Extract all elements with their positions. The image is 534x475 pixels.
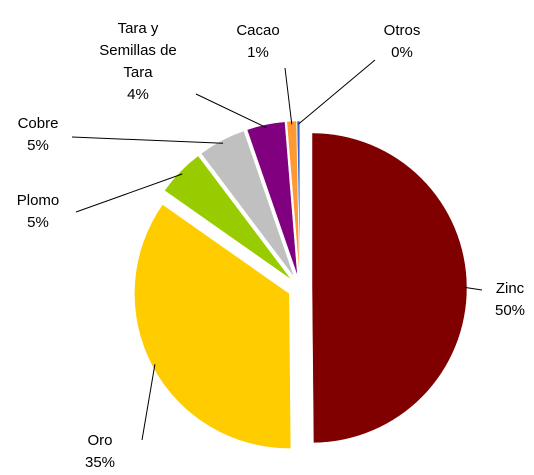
leader-line <box>141 364 156 441</box>
data-label: Plomo 5% <box>17 190 60 234</box>
leader-line <box>298 59 376 125</box>
leader-line <box>284 67 293 125</box>
leader-line <box>463 286 483 291</box>
data-label: Oro 35% <box>85 430 115 474</box>
category-label: Cobre <box>17 115 59 132</box>
data-label: Cobre 5% <box>18 113 59 157</box>
value-label: 50% <box>494 302 526 319</box>
value-label: 5% <box>27 137 49 154</box>
leader-line <box>71 136 224 144</box>
value-label: 0% <box>391 44 413 61</box>
category-label: Cacao <box>236 22 280 39</box>
data-label: Cacao 1% <box>236 20 279 64</box>
value-label: 1% <box>247 44 269 61</box>
leader-line <box>195 93 267 129</box>
value-label: 35% <box>84 454 116 471</box>
pie-slice <box>200 130 295 278</box>
category-label: Tara y Semillas de Tara <box>99 20 177 81</box>
value-label: 4% <box>127 86 149 103</box>
category-label: Otros <box>383 22 421 39</box>
pie-slice <box>134 204 292 449</box>
pie-slice <box>164 155 292 280</box>
pie-slice <box>246 121 298 277</box>
category-label: Plomo <box>16 192 60 209</box>
pie-slice <box>296 120 301 277</box>
data-label: Tara y Semillas de Tara 4% <box>99 18 177 106</box>
data-label: Zinc 50% <box>495 278 525 322</box>
value-label: 5% <box>27 214 49 231</box>
leader-line <box>75 173 183 213</box>
pie-slice <box>311 132 468 444</box>
category-label: Zinc <box>495 280 525 297</box>
category-label: Oro <box>87 432 113 449</box>
data-label: Otros 0% <box>384 20 421 64</box>
